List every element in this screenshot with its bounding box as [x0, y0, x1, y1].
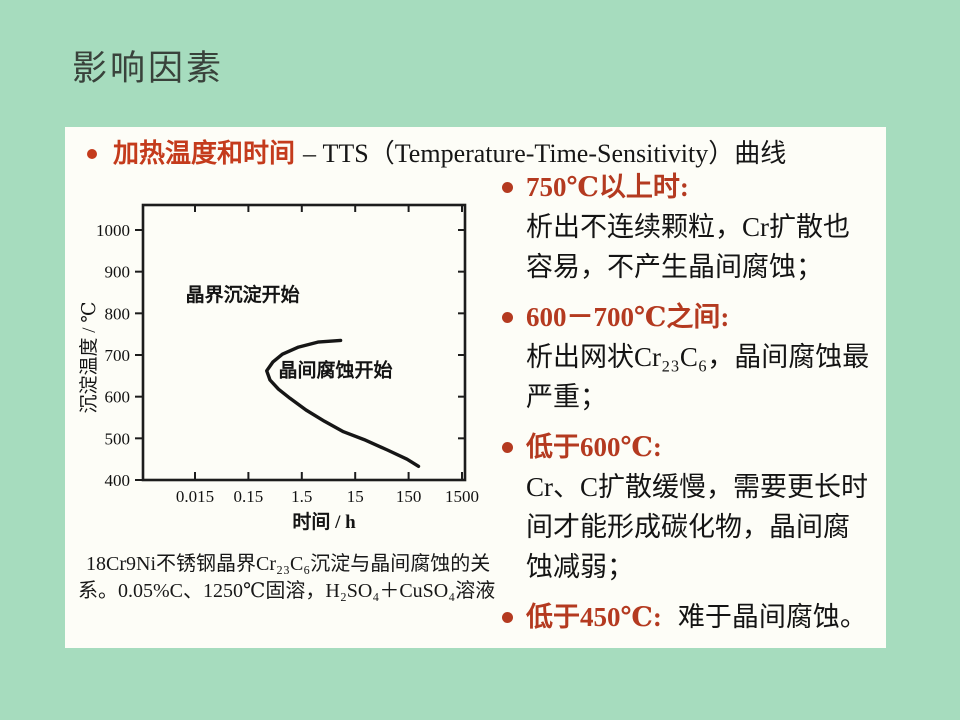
chart-caption-line1: 18Cr9Ni不锈钢晶界Cr₂₃C₆沉淀与晶间腐蚀的关	[86, 553, 491, 575]
bullet-icon	[502, 612, 513, 623]
chart-annotation: 晶间腐蚀开始	[279, 359, 393, 382]
list-item: 750℃以上时: 析出不连续颗粒，Cr扩散也容易，不产生晶间腐蚀；	[500, 167, 880, 287]
x-tick-label: 0.15	[234, 487, 264, 506]
y-tick-label: 500	[105, 429, 131, 448]
plot-border	[141, 203, 467, 482]
page-title: 影响因素	[72, 49, 225, 88]
x-tick-label: 150	[396, 487, 422, 506]
x-tick-label: 15	[347, 487, 364, 506]
bullet-icon	[502, 442, 513, 453]
bullet-heading: 低于450℃:	[526, 602, 662, 632]
y-tick-label: 1000	[96, 221, 130, 240]
heading-rest-text: – TTS（Temperature-Time-Sensitivity）曲线	[303, 139, 787, 168]
x-axis-label: 时间 / h	[292, 511, 356, 533]
y-tick-label: 700	[105, 346, 131, 365]
content-panel: 加热温度和时间 – TTS（Temperature-Time-Sensitivit…	[65, 127, 886, 648]
heading-red-text: 加热温度和时间	[113, 139, 296, 168]
bullet-list: 750℃以上时: 析出不连续颗粒，Cr扩散也容易，不产生晶间腐蚀； 600－70…	[500, 167, 880, 637]
x-tick-label: 1.5	[291, 487, 312, 506]
chart-caption: 18Cr9Ni不锈钢晶界Cr₂₃C₆沉淀与晶间腐蚀的关 系。0.05%C、125…	[78, 551, 496, 605]
bullet-icon	[87, 149, 97, 160]
bullet-heading: 750℃以上时:	[526, 172, 689, 202]
y-tick-label: 900	[105, 263, 131, 282]
y-axis-label: 沉淀温度 / ℃	[78, 301, 100, 413]
y-tick-label: 400	[105, 471, 131, 490]
bullet-body: Cr、C扩散缓慢，需要更长时间才能形成碳化物，晶间腐蚀减弱；	[526, 472, 869, 582]
bullet-body: 析出不连续颗粒，Cr扩散也容易，不产生晶间腐蚀；	[526, 212, 850, 282]
y-tick-label: 600	[105, 388, 131, 407]
bullet-icon	[502, 312, 513, 323]
bullet-body: 析出网状Cr₂₃C₆，晶间腐蚀最严重；	[526, 342, 870, 412]
chart-annotation: 晶界沉淀开始	[186, 283, 300, 306]
list-item: 低于450℃: 难于晶间腐蚀。	[500, 597, 880, 637]
list-item: 低于600℃: Cr、C扩散缓慢，需要更长时间才能形成碳化物，晶间腐蚀减弱；	[500, 427, 880, 587]
x-tick-label: 1500	[445, 487, 479, 506]
tts-curve	[265, 338, 421, 468]
bullet-icon	[502, 182, 513, 193]
x-tick-label: 0.015	[176, 487, 214, 506]
list-item: 600－700℃之间: 析出网状Cr₂₃C₆，晶间腐蚀最严重；	[500, 297, 880, 417]
bullet-heading: 600－700℃之间:	[526, 302, 730, 332]
bullet-body: 难于晶间腐蚀。	[677, 602, 867, 632]
tts-chart: 400 500 600 700 800 900 1000 0.015 0.15 1.5 15 150 1…	[75, 173, 490, 548]
tts-chart-svg: 400 500 600 700 800 900 1000 0.015 0.15 1.5 15 150 1…	[78, 203, 479, 533]
y-tick-label: 800	[105, 304, 131, 323]
section-heading: 加热温度和时间 – TTS（Temperature-Time-Sensitivit…	[85, 137, 880, 171]
chart-caption-line2: 系。0.05%C、1250℃固溶，H₂SO₄＋CuSO₄溶液	[78, 580, 496, 602]
bullet-heading: 低于600℃:	[526, 432, 662, 462]
